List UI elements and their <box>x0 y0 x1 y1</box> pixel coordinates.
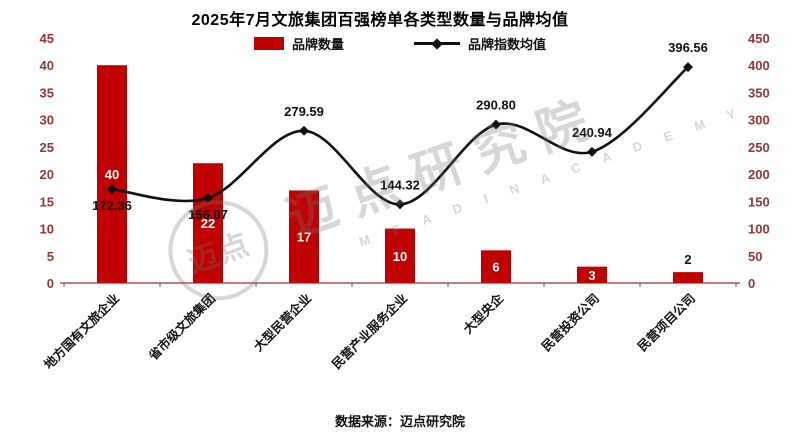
line-value-label: 279.59 <box>284 104 324 119</box>
line-value-label: 144.32 <box>380 177 420 192</box>
marker-diamond-icon <box>203 193 213 204</box>
line-value-label: 240.94 <box>572 125 613 140</box>
category-labels: 地方国有文旅企业 省市级文旅集团 大型民营企业 民营产业服务企业 大型央企 民营投资公司民… <box>41 290 698 372</box>
bar-value-label: 40 <box>105 167 119 182</box>
bar-swatch-icon <box>253 37 284 50</box>
legend: 品牌数量 品牌指数均值 <box>0 34 800 53</box>
bar-value-label: 17 <box>297 230 311 245</box>
right-axis-tick: 350 <box>748 85 770 100</box>
bar <box>289 190 319 283</box>
marker-diamond-icon <box>299 125 309 136</box>
left-axis-tick: 10 <box>40 222 54 237</box>
legend-item-line-series: 品牌指数均值 <box>414 34 546 53</box>
category-label: 大型央企 <box>460 290 506 336</box>
line-value-label: 290.80 <box>476 98 516 113</box>
bar <box>673 272 703 283</box>
line-series: 172.36 156.07 279.59 144.32 290.80 240.94 396.… <box>92 40 708 222</box>
legend-item-bar-series: 品牌数量 <box>253 34 344 53</box>
bar <box>481 250 511 283</box>
bar-value-label: 22 <box>201 216 215 231</box>
left-axis-tick: 40 <box>40 58 54 73</box>
bar-value-label: 2 <box>684 252 691 267</box>
right-axis-tick: 250 <box>748 140 770 155</box>
right-axis-tick: 150 <box>748 194 770 209</box>
right-axis-tick: 100 <box>748 222 770 237</box>
right-axis-tick: 200 <box>748 167 770 182</box>
category-label: 民营项目公司 <box>634 291 698 355</box>
left-axis-tick: 0 <box>47 276 54 291</box>
left-axis-tick: 35 <box>40 85 54 100</box>
bar <box>193 163 223 283</box>
line-swatch-icon <box>414 37 460 50</box>
line-value-label: 396.56 <box>668 40 708 55</box>
left-axis-tick: 5 <box>47 249 54 264</box>
category-label: 民营投资公司 <box>538 291 602 355</box>
bar-value-label: 3 <box>588 268 595 283</box>
marker-diamond-icon <box>587 146 597 157</box>
left-axis-tick: 30 <box>40 113 54 128</box>
right-axis-tick: 50 <box>748 249 762 264</box>
left-axis-tick: 25 <box>40 140 54 155</box>
legend-label-bar: 品牌数量 <box>291 37 344 52</box>
line-value-label: 156.07 <box>188 207 228 222</box>
marker-diamond-icon <box>683 62 693 73</box>
marker-diamond-icon <box>107 184 117 195</box>
bar-value-label: 10 <box>393 249 407 264</box>
right-axis-tick: 450 <box>748 31 770 46</box>
left-axis-tick: 45 <box>40 31 54 46</box>
category-label: 地方国有文旅企业 <box>41 290 123 372</box>
right-axis-tick: 300 <box>748 113 770 128</box>
chart-title: 2025年7月文旅集团百强榜单各类型数量与品牌均值 <box>191 12 569 29</box>
line-value-label: 172.36 <box>92 198 132 213</box>
bar <box>385 228 415 283</box>
category-label: 省市级文旅集团 <box>145 291 218 364</box>
right-axis-tick: 400 <box>748 58 770 73</box>
bar-value-label: 6 <box>492 260 499 275</box>
legend-label-line: 品牌指数均值 <box>468 37 547 52</box>
category-label: 大型民营企业 <box>250 290 314 354</box>
right-axis-tick: 0 <box>748 276 755 291</box>
bar <box>577 266 607 283</box>
bar-series: 40 22 17 10 6 3 2 <box>97 65 703 283</box>
category-label: 民营产业服务企业 <box>329 290 411 372</box>
marker-diamond-icon <box>395 199 405 210</box>
axes: 0510152025303540450501001502002503003504… <box>40 31 770 291</box>
bar <box>97 65 127 283</box>
left-axis-tick: 20 <box>40 167 54 182</box>
marker-diamond-icon <box>491 119 501 130</box>
data-source: 数据来源：迈点研究院 <box>334 414 465 429</box>
left-axis-tick: 15 <box>40 194 54 209</box>
